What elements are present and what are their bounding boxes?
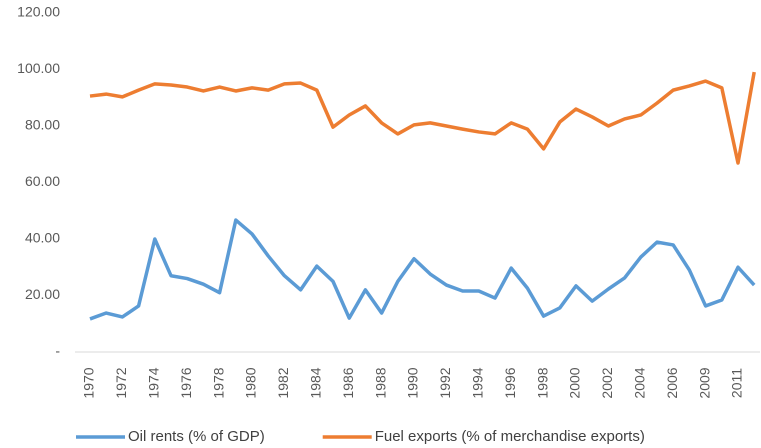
x-tick-label: 1982 xyxy=(275,367,291,398)
x-tick-label: 1990 xyxy=(405,367,421,398)
y-tick-label: 120.00 xyxy=(17,4,60,20)
series-line xyxy=(89,71,756,165)
x-tick-label: 2011 xyxy=(729,368,745,398)
legend-label: Fuel exports (% of merchandise exports) xyxy=(375,428,645,445)
x-tick-label: 1974 xyxy=(146,367,162,398)
legend: Oil rents (% of GDP) Fuel exports (% of m… xyxy=(76,428,645,445)
legend-label: Oil rents (% of GDP) xyxy=(128,428,265,445)
y-tick-label: 100.00 xyxy=(17,60,60,76)
x-tick-label: 1970 xyxy=(81,367,97,398)
x-tick-label: 2006 xyxy=(664,367,680,398)
x-tick-label: 2004 xyxy=(632,367,648,398)
x-tick-label: 2009 xyxy=(696,367,712,398)
x-tick-label: 1980 xyxy=(243,367,259,398)
x-tick-label: 1996 xyxy=(502,367,518,398)
x-tick-label: 1976 xyxy=(178,367,194,398)
x-tick-label: 2002 xyxy=(599,367,615,398)
x-tick-label: 2000 xyxy=(567,367,583,398)
y-tick-label: 40.00 xyxy=(25,230,60,246)
series-line xyxy=(89,218,756,321)
y-tick-label: 20.00 xyxy=(25,286,60,302)
x-tick-label: 1972 xyxy=(113,367,129,398)
x-tick-label: 1984 xyxy=(308,367,324,398)
x-tick-label: 1994 xyxy=(470,367,486,398)
x-tick-label: 1986 xyxy=(340,367,356,398)
x-tick-label: 1988 xyxy=(372,367,388,398)
x-tick-label: 1998 xyxy=(534,367,550,398)
y-tick-label: 60.00 xyxy=(25,173,60,189)
y-tick-label: - xyxy=(55,343,60,359)
x-tick-label: 1978 xyxy=(210,367,226,398)
x-tick-label: 1992 xyxy=(437,367,453,398)
y-tick-label: 80.00 xyxy=(25,117,60,133)
